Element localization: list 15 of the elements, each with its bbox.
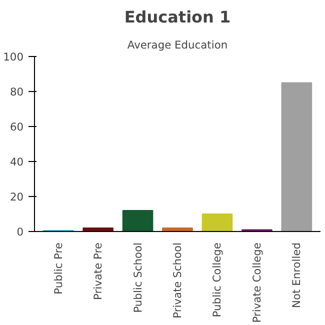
y-tick-label: 80 [10, 86, 24, 98]
chart-subtitle: Average Education [127, 38, 228, 52]
x-tick-label: Private College [250, 242, 264, 323]
y-tick-label: 40 [10, 156, 24, 168]
x-tick-label: Public College [210, 242, 224, 318]
x-tick-label: Private Pre [92, 242, 105, 300]
chart-title: Education 1 [124, 8, 231, 26]
y-tick-label: 100 [3, 50, 24, 64]
y-tick-label: 0 [16, 226, 24, 238]
y-tick-label: 60 [10, 120, 24, 134]
x-tick-label: Not Enrolled [290, 242, 304, 308]
y-tick-label: 20 [10, 190, 24, 204]
x-tick-label: Public School [131, 242, 144, 313]
x-tick-label: Public Pre [52, 242, 65, 294]
x-tick-label: Private School [171, 242, 184, 318]
